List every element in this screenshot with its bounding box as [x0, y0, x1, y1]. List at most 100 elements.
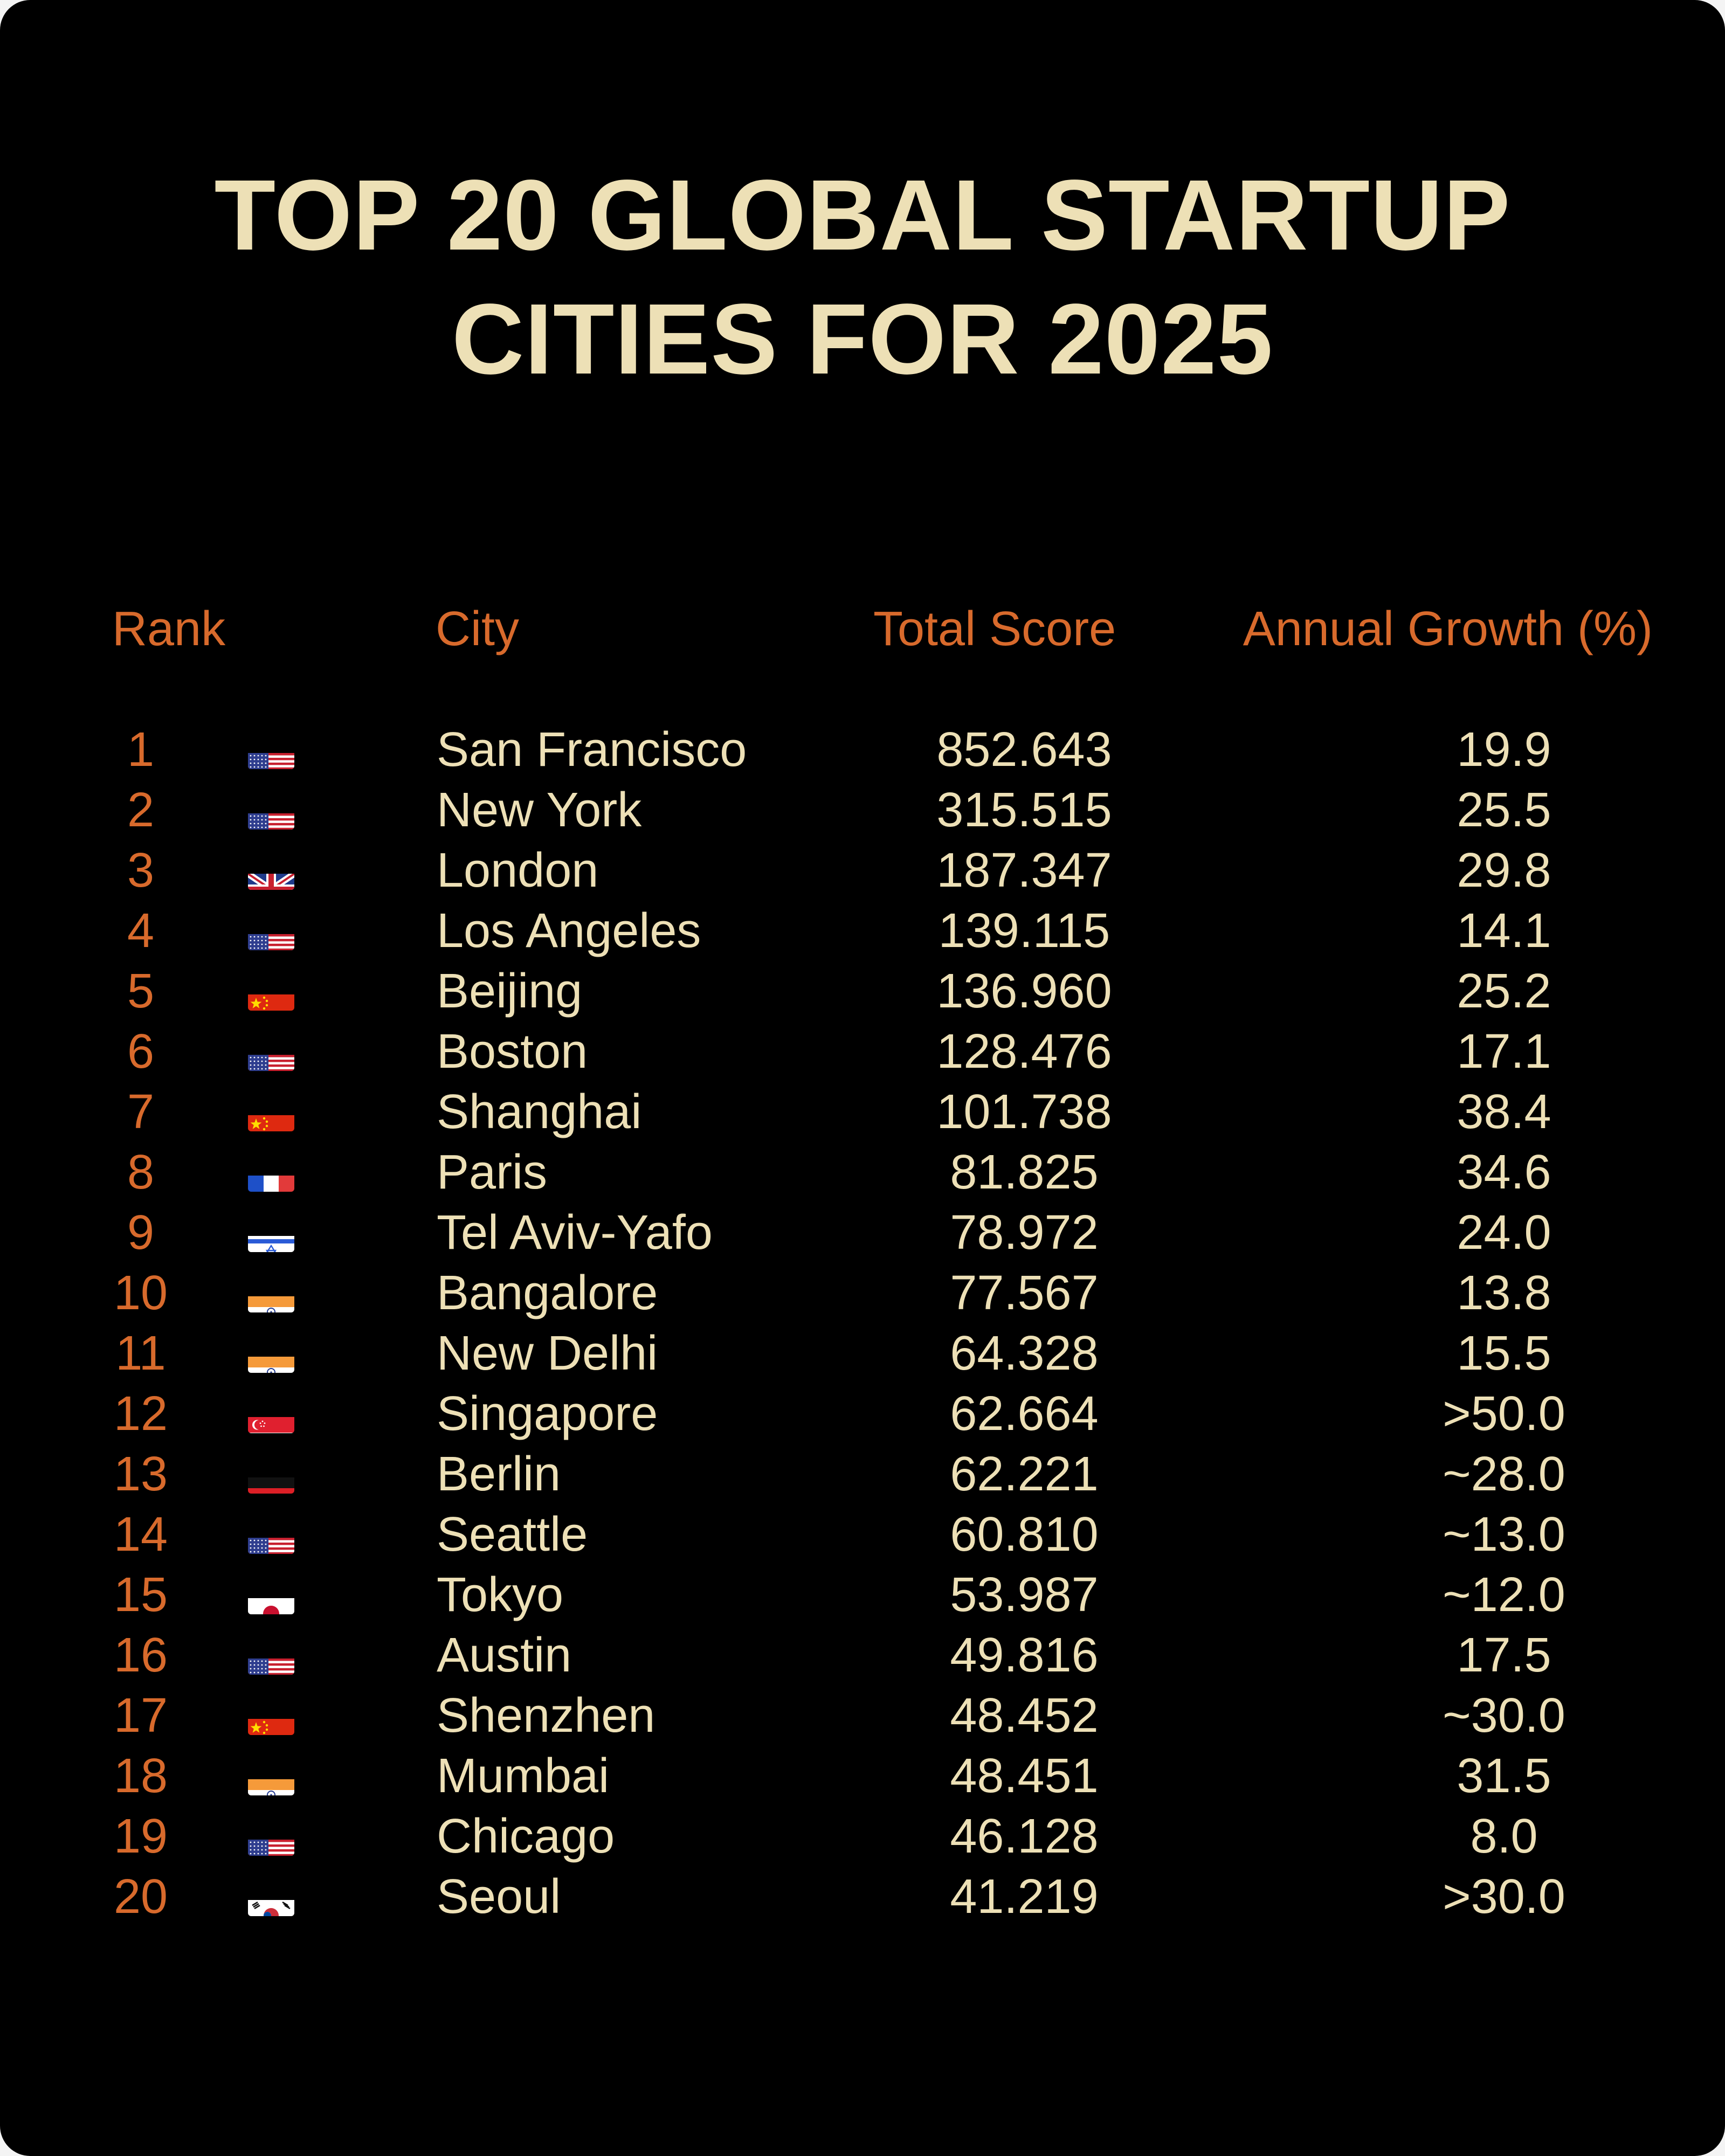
annual-growth-value: 34.6	[1457, 1145, 1551, 1199]
rank-label: 18	[113, 1749, 168, 1803]
table-row: 12 Singapore 62.664 >50.0	[0, 1384, 1725, 1444]
rank-label: 20	[113, 1870, 168, 1924]
rank-label: 15	[113, 1568, 168, 1622]
city-name: Seattle	[437, 1508, 588, 1561]
rank-label: 11	[115, 1326, 166, 1380]
total-score-value: 101.738	[936, 1085, 1112, 1139]
ranking-table: 1 San Francisco 852.643 19.9 2 New York 315.51…	[0, 720, 1725, 1927]
city-name: Boston	[437, 1025, 588, 1079]
total-score-value: 62.664	[950, 1387, 1099, 1441]
rank-label: 8	[127, 1145, 155, 1199]
annual-growth-value: 31.5	[1457, 1749, 1551, 1803]
city-name: New York	[437, 783, 642, 837]
total-score-value: 81.825	[950, 1145, 1099, 1199]
annual-growth-value: 14.1	[1457, 904, 1551, 958]
il-flag-icon	[248, 1221, 294, 1252]
table-row: 8 Paris 81.825 34.6	[0, 1142, 1725, 1203]
city-name: Shanghai	[437, 1085, 642, 1139]
total-score-value: 48.451	[950, 1749, 1099, 1803]
total-score-value: 64.328	[950, 1326, 1099, 1380]
rank-label: 6	[127, 1025, 155, 1079]
city-name: Tokyo	[437, 1568, 564, 1622]
us-flag-icon	[248, 738, 294, 769]
title-line-2: CITIES FOR 2025	[451, 284, 1274, 395]
annual-growth-value: 8.0	[1470, 1809, 1538, 1863]
table-row: 1 San Francisco 852.643 19.9	[0, 720, 1725, 780]
annual-growth-value: >50.0	[1443, 1387, 1565, 1441]
rank-label: 17	[113, 1689, 168, 1743]
annual-growth-value: 24.0	[1457, 1206, 1551, 1260]
annual-growth-value: ~30.0	[1443, 1689, 1565, 1743]
table-row: 14 Seattle 60.810 ~13.0	[0, 1504, 1725, 1565]
header-total-score: Total Score	[873, 602, 1116, 656]
table-row: 5 Beijing 136.960 25.2	[0, 961, 1725, 1021]
total-score-value: 53.987	[950, 1568, 1099, 1622]
total-score-value: 60.810	[950, 1508, 1099, 1561]
annual-growth-value: 15.5	[1457, 1326, 1551, 1380]
table-row: 17 Shenzhen 48.452 ~30.0	[0, 1685, 1725, 1746]
rank-label: 14	[113, 1508, 168, 1561]
sg-flag-icon	[248, 1402, 294, 1433]
annual-growth-value: 25.5	[1457, 783, 1551, 837]
annual-growth-value: 29.8	[1457, 844, 1551, 897]
city-name: Beijing	[437, 964, 583, 1018]
cn-flag-icon	[248, 979, 294, 1011]
annual-growth-value: ~12.0	[1443, 1568, 1565, 1622]
cn-flag-icon	[248, 1704, 294, 1735]
total-score-value: 41.219	[950, 1870, 1099, 1924]
table-row: 16 Austin 49.816 17.5	[0, 1625, 1725, 1685]
table-row: 3 London 187.347 29.8	[0, 840, 1725, 901]
city-name: New Delhi	[437, 1326, 658, 1380]
city-name: Mumbai	[437, 1749, 610, 1803]
de-flag-icon	[248, 1462, 294, 1494]
city-name: Shenzhen	[437, 1689, 656, 1743]
in-flag-icon	[248, 1764, 294, 1795]
total-score-value: 62.221	[950, 1447, 1099, 1501]
rank-label: 2	[127, 783, 155, 837]
table-row: 15 Tokyo 53.987 ~12.0	[0, 1565, 1725, 1625]
us-flag-icon	[248, 1825, 294, 1856]
table-row: 20 Seoul 41.219 >30.0	[0, 1867, 1725, 1927]
table-row: 10 Bangalore 77.567 13.8	[0, 1263, 1725, 1323]
total-score-value: 78.972	[950, 1206, 1099, 1260]
rank-label: 4	[127, 904, 155, 958]
rank-label: 7	[127, 1085, 155, 1139]
in-flag-icon	[248, 1342, 294, 1373]
table-row: 13 Berlin 62.221 ~28.0	[0, 1444, 1725, 1504]
city-name: San Francisco	[437, 723, 747, 777]
annual-growth-value: 25.2	[1457, 964, 1551, 1018]
jp-flag-icon	[248, 1583, 294, 1614]
table-row: 18 Mumbai 48.451 31.5	[0, 1746, 1725, 1806]
annual-growth-value: 38.4	[1457, 1085, 1551, 1139]
title-line-1: TOP 20 GLOBAL STARTUP	[214, 160, 1511, 271]
total-score-value: 852.643	[936, 723, 1112, 777]
annual-growth-value: ~13.0	[1443, 1508, 1565, 1561]
total-score-value: 48.452	[950, 1689, 1099, 1743]
annual-growth-value: ~28.0	[1443, 1447, 1565, 1501]
rank-label: 1	[127, 723, 155, 777]
us-flag-icon	[248, 919, 294, 950]
city-name: Singapore	[437, 1387, 658, 1441]
annual-growth-value: >30.0	[1443, 1870, 1565, 1924]
rank-label: 3	[127, 844, 155, 897]
total-score-value: 136.960	[936, 964, 1112, 1018]
us-flag-icon	[248, 1643, 294, 1675]
city-name: Bangalore	[437, 1266, 658, 1320]
us-flag-icon	[248, 1523, 294, 1554]
table-row: 9 Tel Aviv-Yafo 78.972 24.0	[0, 1203, 1725, 1263]
header-annual-growth: Annual Growth (%)	[1243, 602, 1653, 656]
header-rank: Rank	[112, 602, 226, 656]
in-flag-icon	[248, 1281, 294, 1312]
cn-flag-icon	[248, 1100, 294, 1131]
table-row: 11 New Delhi 64.328 15.5	[0, 1323, 1725, 1384]
table-row: 19 Chicago 46.128 8.0	[0, 1806, 1725, 1867]
us-flag-icon	[248, 1040, 294, 1071]
rank-label: 10	[113, 1266, 168, 1320]
kr-flag-icon	[248, 1885, 294, 1916]
uk-flag-icon	[248, 859, 294, 890]
rank-label: 12	[113, 1387, 168, 1441]
city-name: Seoul	[437, 1870, 561, 1924]
total-score-value: 128.476	[936, 1025, 1112, 1079]
total-score-value: 187.347	[936, 844, 1112, 897]
annual-growth-value: 17.1	[1457, 1025, 1551, 1079]
